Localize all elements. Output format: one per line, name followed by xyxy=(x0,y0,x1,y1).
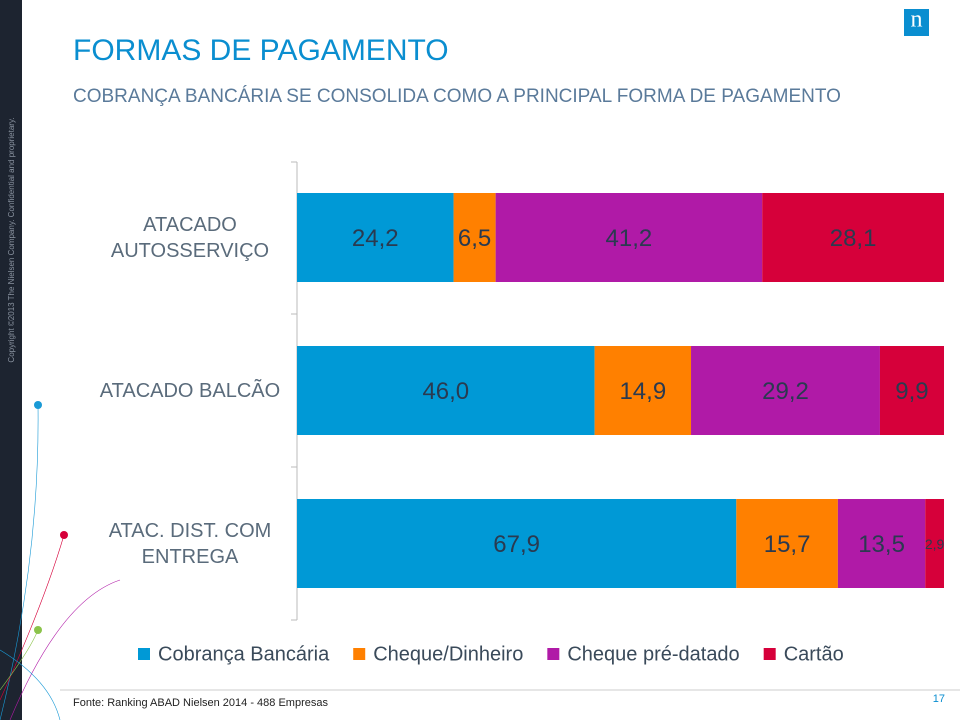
value-label: 2,9 xyxy=(925,536,945,552)
bar-segment xyxy=(925,499,944,588)
value-label: 28,1 xyxy=(830,225,877,252)
legend-label: Cobrança Bancária xyxy=(158,643,330,665)
bar-segment xyxy=(297,499,737,588)
source: Fonte: Ranking ABAD Nielsen 2014 - 488 E… xyxy=(73,697,328,709)
side-strip xyxy=(0,0,22,720)
value-label: 13,5 xyxy=(858,531,905,558)
legend-swatch xyxy=(353,648,366,660)
bar-segment xyxy=(762,193,944,282)
bar-segment xyxy=(453,193,496,282)
value-label: 46,0 xyxy=(422,378,469,405)
chart-subtitle: COBRANÇA BANCÁRIA SE CONSOLIDA COMO A PR… xyxy=(73,86,841,107)
category-label: ATACADO AUTOSSERVIÇO xyxy=(110,213,270,262)
legend-swatch xyxy=(763,648,776,660)
legend-label: Cartão xyxy=(784,643,844,665)
value-label: 14,9 xyxy=(619,378,666,405)
logo-box xyxy=(904,9,929,36)
bar-segment xyxy=(879,346,944,435)
bar-segment xyxy=(297,346,595,435)
copyright: Copyright ©2013 The Nielsen Company. Con… xyxy=(7,117,16,362)
decoration-dot xyxy=(34,401,42,409)
decoration xyxy=(0,404,121,720)
legend-label: Cheque/Dinheiro xyxy=(373,643,523,665)
bar-segment xyxy=(495,193,763,282)
bar-segment xyxy=(297,193,454,282)
bar-segment xyxy=(691,346,880,435)
value-label: 9,9 xyxy=(895,378,928,405)
chart-title: FORMAS DE PAGAMENTO xyxy=(73,34,449,67)
decoration-dot xyxy=(60,531,68,539)
bar-segment xyxy=(736,499,838,588)
value-label: 29,2 xyxy=(762,378,809,405)
bar-segment xyxy=(837,499,926,588)
category-label: ATACADO BALCÃO xyxy=(99,379,281,402)
value-label: 41,2 xyxy=(606,225,653,252)
legend-swatch xyxy=(547,648,560,660)
value-label: 67,9 xyxy=(493,531,540,558)
page-number: 17 xyxy=(933,693,945,705)
value-label: 15,7 xyxy=(764,531,811,558)
legend-label: Cheque pré-datado xyxy=(567,643,739,665)
logo: n xyxy=(911,7,923,33)
legend-swatch xyxy=(138,648,150,660)
value-label: 24,2 xyxy=(352,225,399,252)
category-label: ATAC. DIST. COM ENTREGA xyxy=(108,519,272,568)
bar-segment xyxy=(594,346,692,435)
value-label: 6,5 xyxy=(458,225,491,252)
decoration-dot xyxy=(34,626,42,634)
